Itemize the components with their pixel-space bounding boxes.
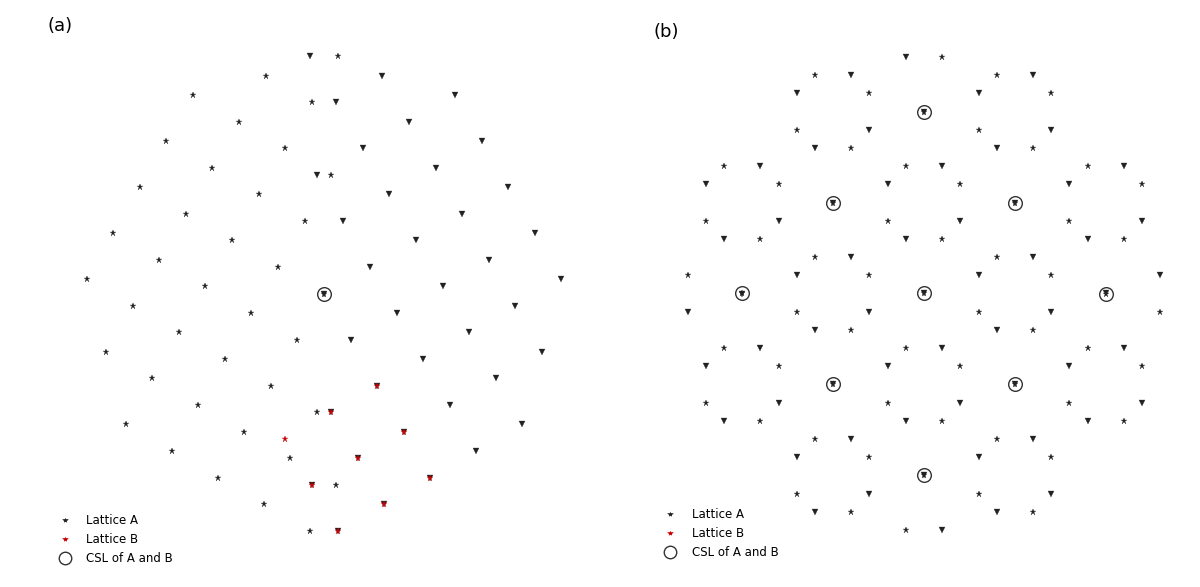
- Point: [823, 380, 842, 389]
- Point: [732, 289, 751, 298]
- Point: [914, 471, 934, 480]
- Text: (a): (a): [48, 17, 73, 35]
- Point: [1006, 198, 1025, 207]
- Legend: Lattice A, Lattice B, CSL of A and B: Lattice A, Lattice B, CSL of A and B: [48, 509, 178, 569]
- Legend: Lattice A, Lattice B, CSL of A and B: Lattice A, Lattice B, CSL of A and B: [654, 503, 784, 564]
- Point: [314, 289, 334, 298]
- Point: [1097, 289, 1116, 298]
- Text: (b): (b): [654, 23, 679, 41]
- Point: [914, 107, 934, 116]
- Point: [1006, 380, 1025, 389]
- Point: [823, 198, 842, 207]
- Point: [914, 289, 934, 298]
